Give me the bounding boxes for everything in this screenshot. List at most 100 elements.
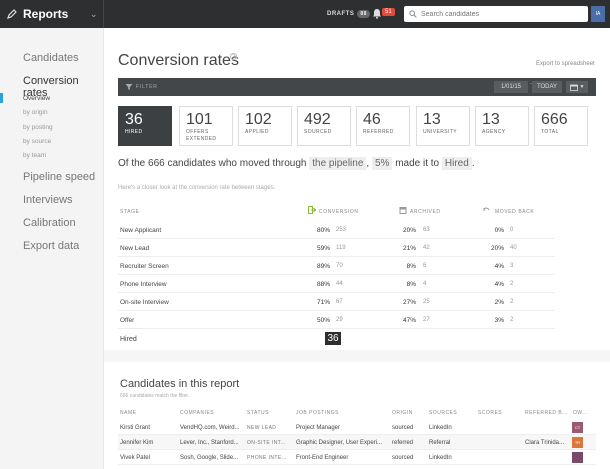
sidebar-subitem-overview[interactable]: Overview xyxy=(23,95,51,102)
stat-label: TOTAL xyxy=(541,129,559,135)
search-icon xyxy=(409,10,417,18)
sidebar-subitem-by-origin[interactable]: by origin xyxy=(23,109,48,116)
header-job-postings[interactable]: JOB POSTINGS xyxy=(296,410,339,416)
summary-mid: made it to xyxy=(395,158,440,169)
date-to-input[interactable]: TODAY xyxy=(532,81,562,93)
search-box[interactable] xyxy=(404,6,588,22)
stage-name: New Applicant xyxy=(120,227,162,234)
subnote: Here's a closer look at the conversion r… xyxy=(118,185,276,191)
notification-count-badge[interactable]: 51 xyxy=(382,8,395,16)
header-owner[interactable]: OW... xyxy=(573,410,588,416)
conversion-percent: 88% xyxy=(316,281,330,288)
table-row[interactable]: Recruiter Screen 89% 70 8% 6 4% 3 xyxy=(118,257,555,275)
table-row[interactable]: Vivek Patel Sosh, Google, Slide... PHONE… xyxy=(118,450,596,465)
calendar-button[interactable]: ▼ xyxy=(566,81,588,93)
stat-label: SOURCED xyxy=(304,129,332,135)
app-title[interactable]: Reports xyxy=(23,7,69,21)
stat-label: UNIVERSITY xyxy=(423,129,458,135)
drafts-button[interactable]: DRAFTS 88 xyxy=(323,7,374,21)
stat-card-sourced[interactable]: 492 SOURCED xyxy=(297,106,351,146)
filter-label[interactable]: FILTER xyxy=(136,84,158,90)
help-icon[interactable]: ? xyxy=(230,53,237,60)
conversion-count: 29 xyxy=(336,317,343,323)
conversion-percent: 71% xyxy=(316,299,330,306)
pipeline-highlight[interactable]: the pipeline xyxy=(309,157,367,170)
candidate-name[interactable]: Vivek Patel xyxy=(120,455,150,461)
stat-number: 13 xyxy=(423,111,441,128)
moved-back-count: 40 xyxy=(510,245,517,251)
stat-card-agency[interactable]: 13 AGENCY xyxy=(475,106,529,146)
page-title: Conversion rates xyxy=(118,52,239,69)
header-name[interactable]: NAME xyxy=(120,410,137,416)
active-indicator xyxy=(0,93,3,103)
owner-avatar xyxy=(572,452,583,463)
moved-back-percent: 3% xyxy=(494,317,504,324)
summary-period: . xyxy=(471,158,475,169)
moved-back-percent: 0% xyxy=(494,227,504,234)
header-scores[interactable]: SCORES xyxy=(478,410,503,416)
stat-card-offers-extended[interactable]: 101 OFFERS EXTENDED xyxy=(179,106,233,146)
stat-number: 36 xyxy=(125,111,143,128)
bell-icon[interactable] xyxy=(372,8,382,19)
header-referred-by[interactable]: REFERRED B... xyxy=(525,410,568,416)
conversion-count: 70 xyxy=(336,263,343,269)
drafts-count: 88 xyxy=(357,10,370,18)
moved-back-count: 2 xyxy=(510,299,514,305)
sidebar-item-pipeline-speed[interactable]: Pipeline speed xyxy=(23,171,96,183)
header-companies[interactable]: COMPANIES xyxy=(180,410,215,416)
user-avatar[interactable]: IA xyxy=(591,6,605,22)
moved-back-count: 3 xyxy=(510,263,514,269)
sidebar-subitem-by-team[interactable]: by team xyxy=(23,152,47,159)
date-from-input[interactable]: 1/01/15 xyxy=(494,81,528,93)
sidebar-item-candidates[interactable]: Candidates xyxy=(23,52,79,64)
search-input[interactable] xyxy=(421,10,581,18)
hired-highlight[interactable]: Hired xyxy=(441,157,472,170)
stat-number: 666 xyxy=(541,111,568,128)
sidebar-item-calibration[interactable]: Calibration xyxy=(23,217,76,229)
export-link[interactable]: Export to spreadsheet xyxy=(536,61,595,67)
stage-name: New Lead xyxy=(120,245,150,252)
table-row[interactable]: Kirsti Grant VendHQ.com, Weird... NEW LE… xyxy=(118,420,596,435)
stat-card-university[interactable]: 13 UNIVERSITY xyxy=(416,106,470,146)
stat-card-referred[interactable]: 46 REFERRED xyxy=(356,106,410,146)
stat-card-hired[interactable]: 36 HIRED xyxy=(118,106,172,146)
stat-number: 102 xyxy=(245,111,272,128)
candidate-source: LinkedIn xyxy=(429,455,452,461)
sidebar-subitem-by-posting[interactable]: by posting xyxy=(23,124,53,131)
table-row[interactable]: Offer 50% 29 47% 27 3% 2 xyxy=(118,311,555,329)
archived-percent: 8% xyxy=(406,263,416,270)
candidate-companies: VendHQ.com, Weird... xyxy=(180,425,240,431)
header-sources[interactable]: SOURCES xyxy=(429,410,458,416)
archived-percent: 8% xyxy=(406,281,416,288)
sidebar-item-interviews[interactable]: Interviews xyxy=(23,194,73,206)
stat-number: 13 xyxy=(482,111,500,128)
hired-count-badge: 36 xyxy=(325,332,341,345)
percent-highlight: 5% xyxy=(371,157,393,170)
chevron-down-icon[interactable]: ⌄ xyxy=(90,9,98,19)
header-origin[interactable]: ORIGIN xyxy=(392,410,413,416)
moved-back-percent: 20% xyxy=(490,245,504,252)
conversion-count: 119 xyxy=(336,245,346,251)
archived-count: 27 xyxy=(423,317,430,323)
header-status[interactable]: STATUS xyxy=(247,410,269,416)
conversion-count: 253 xyxy=(336,227,347,233)
filter-icon[interactable] xyxy=(125,83,133,91)
undo-icon xyxy=(483,207,490,211)
table-row-hired[interactable]: Hired 36 xyxy=(118,329,555,349)
table-row[interactable]: New Lead 59% 119 21% 42 20% 40 xyxy=(118,239,555,257)
candidates-title: Candidates in this report xyxy=(120,378,240,390)
candidate-name[interactable]: Jennifer Kim xyxy=(120,440,154,446)
table-row[interactable]: Phone Interview 88% 44 8% 4 4% 2 xyxy=(118,275,555,293)
sidebar-subitem-by-source[interactable]: by source xyxy=(23,138,52,145)
candidate-name[interactable]: Kirsti Grant xyxy=(120,425,151,431)
candidate-origin: sourced xyxy=(392,425,414,431)
sidebar-item-export-data[interactable]: Export data xyxy=(23,240,80,252)
table-row[interactable]: On-site Interview 71% 67 27% 25 2% 2 xyxy=(118,293,555,311)
archived-percent: 47% xyxy=(402,317,416,324)
table-row[interactable]: New Applicant 80% 253 20% 63 0% 0 xyxy=(118,221,555,239)
stat-card-applied[interactable]: 102 APPLIED xyxy=(238,106,292,146)
sidebar-item-conversion-rates[interactable]: Conversion rates xyxy=(23,75,79,99)
table-row[interactable]: Jennifer Kim Lever, Inc., Stanford... ON… xyxy=(118,435,596,450)
stat-card-total[interactable]: 666 TOTAL xyxy=(534,106,588,146)
